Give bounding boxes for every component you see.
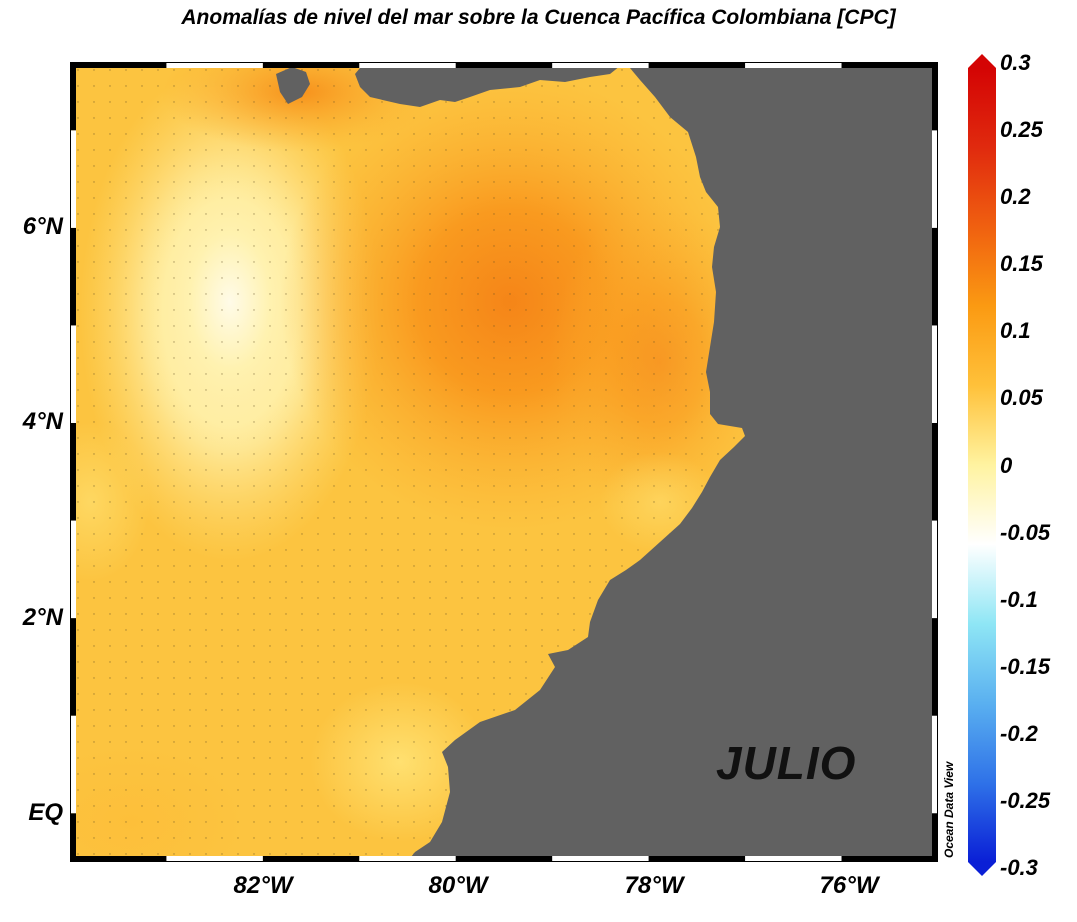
map-frame-border (70, 62, 938, 862)
colorbar-tick-label: -0.15 (1000, 653, 1051, 679)
colorbar-tick-label: 0.2 (1000, 184, 1031, 210)
colorbar-tick-label: -0.05 (1000, 519, 1051, 545)
colorbar-tick-label: 0.25 (1000, 117, 1043, 143)
colorbar-tick-label: 0 (1000, 452, 1013, 478)
map-area[interactable] (70, 62, 938, 862)
colorbar-tick-label: 0.05 (1000, 385, 1043, 411)
colorbar-tick-label: 0.1 (1000, 318, 1031, 344)
colorbar-tick-label: -0.2 (1000, 720, 1038, 746)
lat-label-4n: 4°N (22, 408, 63, 435)
colorbar (968, 54, 996, 876)
land-mass (407, 62, 938, 862)
colorbar-tick-label: -0.1 (1000, 586, 1038, 612)
lat-label-eq: EQ (28, 799, 63, 826)
colorbar-tick-label: 0.3 (1000, 50, 1031, 75)
map-title: Anomalías de nivel del mar sobre la Cuen… (181, 6, 896, 29)
lon-label-80w: 80°W (428, 872, 488, 899)
colorbar-top-arrow (968, 54, 996, 68)
colorbar-bottom-arrow (968, 862, 996, 876)
colorbar-tick-label: -0.3 (1000, 855, 1038, 880)
colorbar-gradient (968, 68, 996, 862)
panama-land (355, 62, 625, 107)
colorbar-tick-label: 0.15 (1000, 251, 1043, 277)
colorbar-tick-label: -0.25 (1000, 787, 1051, 813)
lat-label-2n: 2°N (22, 604, 63, 631)
lon-label-78w: 78°W (624, 872, 684, 899)
ocean-data-view-credit: Ocean Data View (942, 761, 956, 858)
month-label: JULIO (716, 737, 857, 789)
sea-level-anomaly-map[interactable] (70, 62, 938, 862)
island (276, 67, 310, 104)
lat-label-6n: 6°N (22, 213, 63, 240)
lon-label-76w: 76°W (819, 872, 879, 899)
lon-label-82w: 82°W (233, 872, 293, 899)
